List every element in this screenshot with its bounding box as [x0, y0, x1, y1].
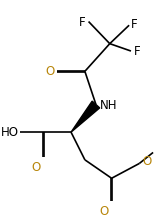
- Text: F: F: [134, 45, 140, 58]
- Polygon shape: [71, 101, 100, 132]
- Text: NH: NH: [100, 99, 117, 112]
- Text: F: F: [79, 16, 86, 29]
- Text: HO: HO: [0, 126, 18, 139]
- Text: F: F: [131, 18, 138, 31]
- Text: O: O: [31, 161, 41, 174]
- Text: O: O: [45, 65, 54, 78]
- Text: O: O: [142, 155, 151, 168]
- Text: O: O: [100, 205, 109, 218]
